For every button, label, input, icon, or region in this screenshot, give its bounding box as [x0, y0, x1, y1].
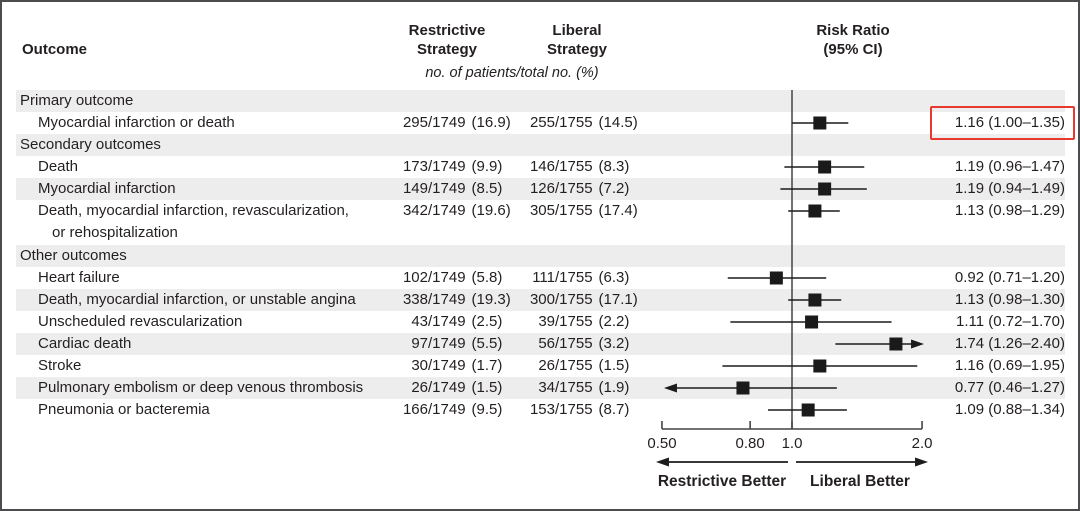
- column-header-risk-ratio-line2: (95% CI): [823, 41, 882, 58]
- liberal-value: 146/1755(8.3): [522, 156, 629, 178]
- liberal-value: 126/1755(7.2): [522, 178, 629, 200]
- table-row: Pneumonia or bacteremia 166/1749(9.5) 15…: [16, 399, 1065, 421]
- column-header-risk-ratio: Risk Ratio (95% CI): [773, 21, 933, 59]
- liberal-value: 111/1755(6.3): [522, 267, 629, 289]
- liberal-value: 153/1755(8.7): [522, 399, 629, 421]
- units-subheader: no. of patients/total no. (%): [380, 65, 644, 81]
- column-header-restrictive-line2: Strategy: [417, 41, 477, 58]
- arrowhead: [656, 458, 669, 467]
- restrictive-value: 149/1749(8.5): [395, 178, 502, 200]
- restrictive-value: 97/1749(5.5): [395, 333, 502, 355]
- risk-ratio-text: 1.74 (1.26–2.40): [955, 333, 1065, 355]
- liberal-value: 305/1755(17.4): [522, 200, 638, 222]
- restrictive-value: 342/1749(19.6): [395, 200, 511, 222]
- risk-ratio-text: 1.13 (0.98–1.30): [955, 289, 1065, 311]
- column-header-liberal: Liberal Strategy: [507, 21, 647, 59]
- axis-tick-label: 0.50: [647, 435, 676, 452]
- table-row: Cardiac death 97/1749(5.5) 56/1755(3.2) …: [16, 333, 1065, 355]
- section-header-label: Other outcomes: [16, 245, 1065, 267]
- restrictive-value: 26/1749(1.5): [395, 377, 502, 399]
- liberal-value: 300/1755(17.1): [522, 289, 638, 311]
- table-row: Death 173/1749(9.9) 146/1755(8.3) 1.19 (…: [16, 156, 1065, 178]
- risk-ratio-text: 1.19 (0.94–1.49): [955, 178, 1065, 200]
- table-row: Myocardial infarction 149/1749(8.5) 126/…: [16, 178, 1065, 200]
- restrictive-value: 102/1749(5.8): [395, 267, 502, 289]
- axis-tick-label: 2.0: [912, 435, 933, 452]
- arrowhead: [915, 458, 928, 467]
- restrictive-value: 30/1749(1.7): [395, 355, 502, 377]
- table-row: Death, myocardial infarction, revascular…: [16, 200, 1065, 245]
- axis-tick-label: 1.0: [782, 435, 803, 452]
- liberal-value: 26/1755(1.5): [522, 355, 629, 377]
- risk-ratio-text: 1.19 (0.96–1.47): [955, 156, 1065, 178]
- liberal-value: 34/1755(1.9): [522, 377, 629, 399]
- column-header-restrictive-line1: Restrictive: [409, 22, 486, 39]
- column-header-liberal-line2: Strategy: [547, 41, 607, 58]
- table-row: Death, myocardial infarction, or unstabl…: [16, 289, 1065, 311]
- risk-ratio-text: 0.92 (0.71–1.20): [955, 267, 1065, 289]
- restrictive-value: 338/1749(19.3): [395, 289, 511, 311]
- column-header-outcome: Outcome: [22, 41, 87, 58]
- direction-label-right: Liberal Better: [810, 473, 910, 491]
- table-row: Pulmonary embolism or deep venous thromb…: [16, 377, 1065, 399]
- primary-result-highlight-box: [930, 106, 1075, 140]
- column-header-restrictive: Restrictive Strategy: [377, 21, 517, 59]
- liberal-value: 255/1755(14.5): [522, 112, 638, 134]
- column-header-liberal-line1: Liberal: [552, 22, 601, 39]
- restrictive-value: 173/1749(9.9): [395, 156, 502, 178]
- restrictive-value: 43/1749(2.5): [395, 311, 502, 333]
- liberal-value: 56/1755(3.2): [522, 333, 629, 355]
- liberal-value: 39/1755(2.2): [522, 311, 629, 333]
- risk-ratio-text: 1.13 (0.98–1.29): [955, 200, 1065, 222]
- table-row: Other outcomes: [16, 245, 1065, 267]
- direction-label-left: Restrictive Better: [658, 473, 786, 491]
- restrictive-value: 295/1749(16.9): [395, 112, 511, 134]
- table-row: Stroke 30/1749(1.7) 26/1755(1.5) 1.16 (0…: [16, 355, 1065, 377]
- column-header-risk-ratio-line1: Risk Ratio: [816, 22, 889, 39]
- table-row: Unscheduled revascularization 43/1749(2.…: [16, 311, 1065, 333]
- section-header-label: Secondary outcomes: [16, 134, 1065, 156]
- outcome-rows: Primary outcome Myocardial infarction or…: [2, 90, 1080, 421]
- table-row: Myocardial infarction or death 295/1749(…: [16, 112, 1065, 134]
- axis-tick-label: 0.80: [736, 435, 765, 452]
- forest-plot-figure: Outcome Restrictive Strategy Liberal Str…: [0, 0, 1080, 511]
- table-row: Secondary outcomes: [16, 134, 1065, 156]
- risk-ratio-text: 0.77 (0.46–1.27): [955, 377, 1065, 399]
- table-row: Heart failure 102/1749(5.8) 111/1755(6.3…: [16, 267, 1065, 289]
- section-header-label: Primary outcome: [16, 90, 1065, 112]
- restrictive-value: 166/1749(9.5): [395, 399, 502, 421]
- risk-ratio-text: 1.09 (0.88–1.34): [955, 399, 1065, 421]
- risk-ratio-text: 1.16 (0.69–1.95): [955, 355, 1065, 377]
- risk-ratio-text: 1.11 (0.72–1.70): [956, 311, 1065, 333]
- table-row: Primary outcome: [16, 90, 1065, 112]
